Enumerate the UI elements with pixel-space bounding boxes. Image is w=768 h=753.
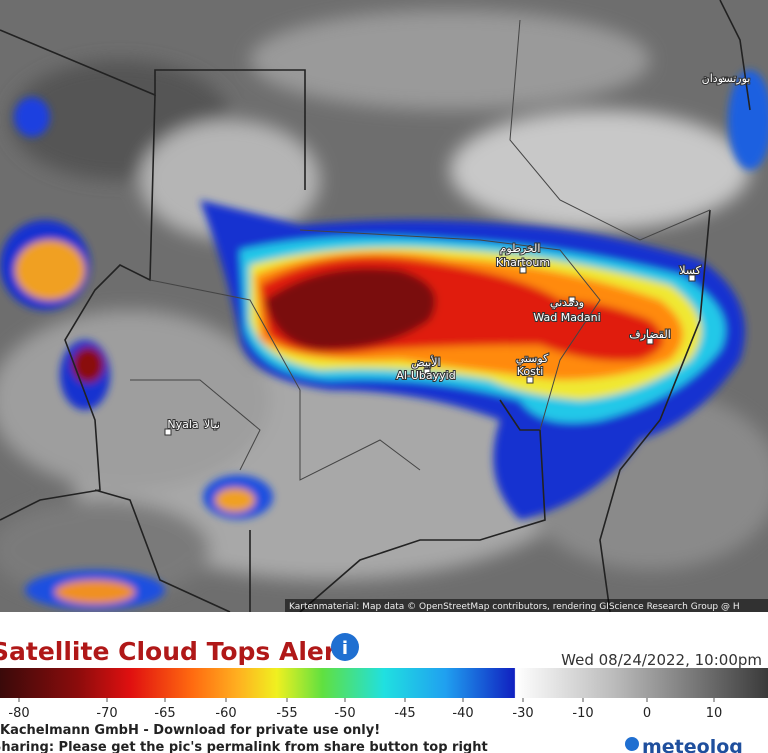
province-borders [130,19,711,481]
tick-label: -55 [276,706,297,721]
tick-label: -10 [572,706,593,721]
colorbar-ticks: -80 -70 -65 -60 -55 -50 -45 -40 -30 -10 0 10 [8,698,722,721]
city-marker [526,376,534,384]
tick-label: -30 [512,706,533,721]
logo-text: meteolog [642,736,743,753]
city-name: Al-Ubayyid [396,369,455,382]
tick-label: 10 [706,706,723,721]
city-marker [721,76,729,84]
city-name: Kosti [517,365,544,378]
tick-label: -40 [452,706,473,721]
footer-line: Kachelmann GmbH - Download for private u… [0,723,380,738]
city-name: Nyala [167,418,198,431]
city-name-arabic: نيالا [204,418,220,431]
legend-title: Satellite Cloud Tops Alert [0,637,348,666]
info-icon[interactable]: i [331,633,359,661]
city-name-arabic: بورتسودان [702,72,751,85]
city-marker [519,266,527,274]
footer-line: Sharing: Please get the pic's permalink … [0,740,488,753]
tick-label: -65 [154,706,175,721]
tick-label: -50 [334,706,355,721]
attribution-bg [285,599,768,612]
tick-label: -70 [96,706,117,721]
city-name-arabic: القضارف [629,328,671,341]
city-marker [164,428,172,436]
city-name-arabic: ودمدني [550,296,584,309]
city-marker [688,274,696,282]
city-name-arabic: كسلا [679,264,701,277]
city-marker [568,296,576,304]
city-name-arabic: الخرطوم [500,242,541,255]
svg-text:i: i [342,638,348,659]
tick-label: -60 [215,706,236,721]
city-name-arabic: كوستي [516,352,549,365]
timestamp: Wed 08/24/2022, 10:00pm [561,651,762,669]
city-name-arabic: الأبيض [411,355,440,369]
tick-label: -45 [394,706,415,721]
city-name: Wad Madani [533,311,600,324]
city-name: Khartoum [496,256,550,269]
city-marker [646,337,654,345]
borders [0,0,751,613]
tick-label: -80 [8,706,29,721]
logo: meteolog [625,736,743,753]
map-attribution: Kartenmaterial: Map data © OpenStreetMap… [289,602,740,612]
tick-label: 0 [643,706,651,721]
city-marker [423,368,431,376]
colorbar [0,668,768,698]
